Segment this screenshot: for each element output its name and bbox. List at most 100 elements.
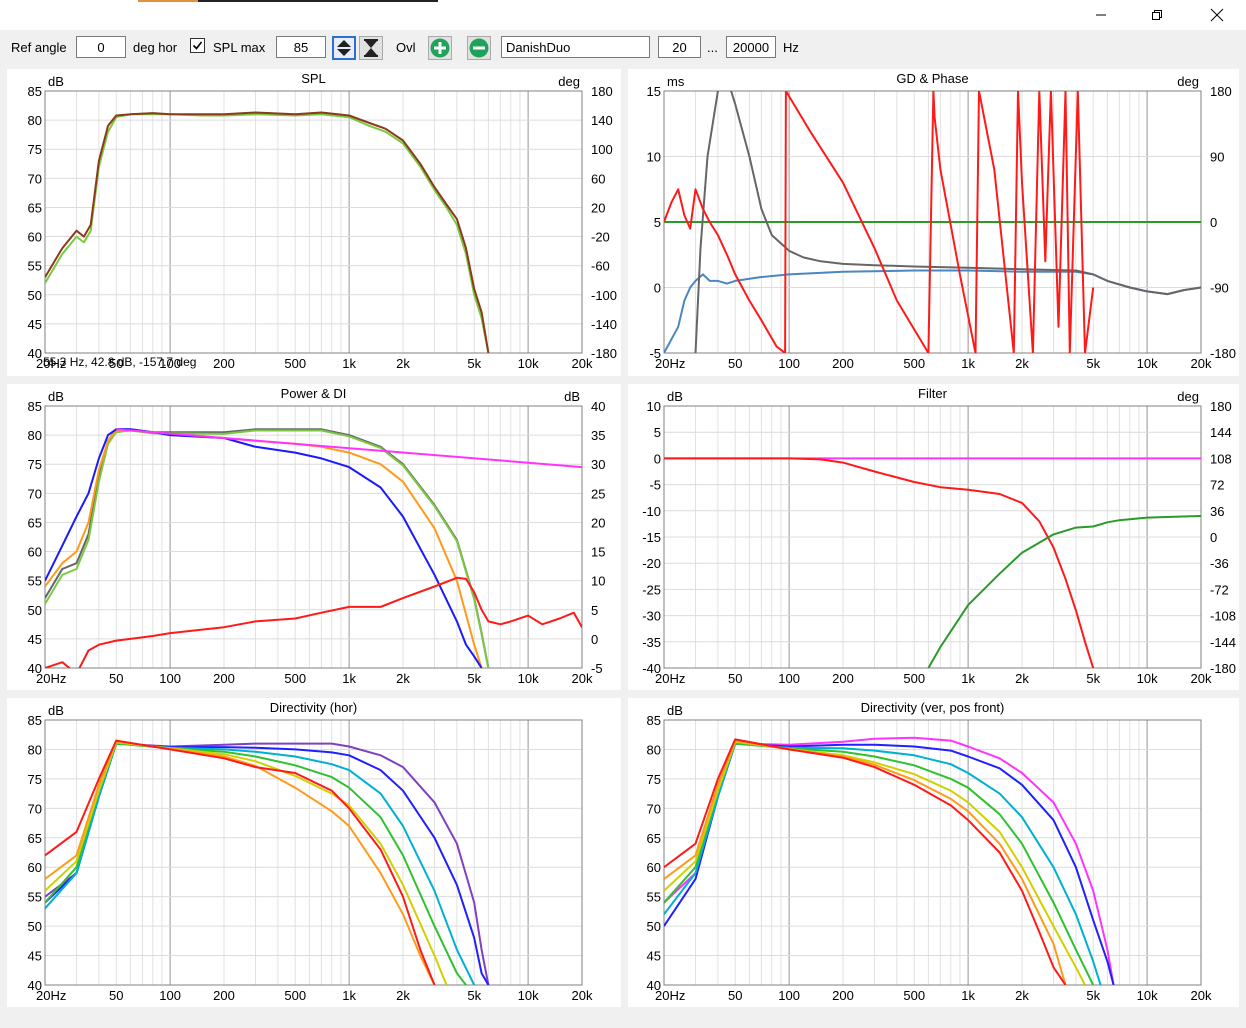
y-tick-label: 85 — [28, 84, 42, 99]
close-button[interactable] — [1194, 0, 1240, 30]
x-tick-label: 50 — [109, 671, 123, 686]
x-tick-label: 1k — [961, 671, 975, 686]
x-tick-label: 50 — [109, 356, 123, 371]
add-overlay-button[interactable] — [428, 36, 452, 60]
updown-arrow-icon — [337, 40, 351, 56]
minus-icon — [469, 38, 489, 58]
grid — [663, 405, 1202, 669]
series-line-1 — [45, 113, 490, 353]
y-right-tick-label: 0 — [1210, 215, 1217, 230]
x-tick-label: 2k — [1015, 356, 1029, 371]
restore-button[interactable] — [1134, 0, 1180, 30]
series-group — [664, 457, 1201, 668]
y-right-tick-label: 100 — [591, 142, 613, 157]
plot-frame — [663, 405, 1202, 669]
grid — [44, 719, 583, 986]
directivity-ver-chart[interactable]: Directivity (ver, pos front) dB 85 80 75 70 65… — [628, 698, 1239, 1007]
x-tick-label: 50 — [728, 356, 742, 371]
y-tick-label: -35 — [642, 635, 661, 650]
series-line-2 — [45, 429, 490, 668]
x-tick-label: 50 — [109, 988, 123, 1003]
remove-overlay-button[interactable] — [467, 36, 491, 60]
x-tick-label: 2k — [1015, 671, 1029, 686]
spl-max-label: SPL max — [213, 40, 266, 55]
y-tick-label: 15 — [647, 84, 661, 99]
directivity-ver-panel[interactable]: Directivity (ver, pos front) dB 85 80 75 70 65… — [628, 698, 1239, 1007]
x-tick-label: 20k — [572, 356, 593, 371]
preset-name-input[interactable] — [501, 36, 650, 58]
y-tick-label: 60 — [28, 230, 42, 245]
right-unit-label: deg — [558, 74, 580, 89]
y-right-tick-label: -36 — [1210, 556, 1229, 571]
x-tick-label: 20k — [1191, 988, 1212, 1003]
x-tick-label: 20Hz — [36, 671, 66, 686]
spl-panel[interactable]: SPL dB deg 85 80 75 70 65 60 55 50 45 40 180 140 100 60 2… — [7, 69, 621, 376]
series-line-3 — [664, 742, 1102, 985]
x-tick-label: 20Hz — [655, 356, 685, 371]
right-unit-label: dB — [564, 389, 580, 404]
check-icon — [192, 41, 203, 50]
y-right-tick-label: 144 — [1210, 425, 1232, 440]
freq-max-input[interactable] — [726, 36, 776, 58]
directivity-hor-panel[interactable]: Directivity (hor) dB 85 80 75 70 65 60 55 50 45 40 2… — [7, 698, 621, 1007]
x-tick-label: 20Hz — [655, 988, 685, 1003]
spl-max-checkbox[interactable] — [190, 38, 205, 53]
minimize-icon — [1096, 14, 1106, 16]
y-tick-label: 75 — [28, 457, 42, 472]
sort-updown-button[interactable] — [332, 36, 356, 60]
y-right-tick-label: 15 — [591, 545, 605, 560]
chart-title: GD & Phase — [896, 71, 968, 86]
restore-icon — [1152, 10, 1162, 20]
series-line-2 — [45, 111, 490, 353]
x-tick-label: 5k — [1086, 356, 1100, 371]
plot-frame — [44, 719, 583, 986]
y-tick-label: 45 — [28, 317, 42, 332]
filter-panel[interactable]: Filter dB deg 10 5 0 -5 -10 -15 -20 -25 -30 -35 -40 18… — [628, 384, 1239, 690]
y-tick-label: 75 — [28, 772, 42, 787]
y-right-tick-label: -20 — [591, 230, 610, 245]
y-right-tick-label: 0 — [1210, 530, 1217, 545]
plus-icon — [430, 38, 450, 58]
y-right-tick-label: 20 — [591, 515, 605, 530]
x-tick-label: 500 — [903, 988, 925, 1003]
x-tick-label: 500 — [903, 356, 925, 371]
x-tick-label: 10k — [1137, 356, 1158, 371]
y-tick-label: 50 — [28, 603, 42, 618]
x-tick-label: 100 — [159, 356, 181, 371]
y-tick-label: 70 — [647, 801, 661, 816]
y-tick-label: 80 — [28, 113, 42, 128]
y-right-tick-label: 72 — [1210, 478, 1224, 493]
x-tick-label: 100 — [778, 671, 800, 686]
spl-max-input[interactable] — [276, 36, 326, 58]
x-tick-label: 100 — [778, 356, 800, 371]
series-line-2 — [664, 269, 1201, 353]
directivity-hor-chart[interactable]: Directivity (hor)dB858075706560555045402… — [7, 698, 621, 1007]
freq-min-input[interactable] — [658, 36, 701, 58]
x-tick-label: 500 — [903, 671, 925, 686]
x-tick-label: 10k — [1137, 988, 1158, 1003]
y-tick-label: 0 — [654, 281, 661, 296]
minimize-button[interactable] — [1078, 0, 1124, 30]
y-tick-label: 75 — [647, 772, 661, 787]
ref-angle-input[interactable] — [76, 36, 126, 58]
y-right-tick-label: 30 — [591, 457, 605, 472]
power-di-panel[interactable]: Power & DI dB dB 85 80 75 70 65 60 55 50 45 40 40 35 30… — [7, 384, 621, 690]
spl-chart[interactable]: SPL dB deg 85 80 75 70 65 60 55 50 45 40 180 140 100 60 2… — [7, 69, 621, 376]
x-tick-label: 10k — [1137, 671, 1158, 686]
gd-phase-panel[interactable]: GD & Phase ms deg 15 10 5 0 -5 180 90 0 -90 -180 20Hz… — [628, 69, 1239, 376]
y-tick-label: 45 — [647, 949, 661, 964]
series-group — [45, 428, 582, 668]
x-tick-label: 500 — [284, 671, 306, 686]
y-tick-label: 45 — [28, 632, 42, 647]
y-tick-label: 40 — [28, 346, 42, 361]
chart-title: Directivity (ver, pos front) — [861, 700, 1005, 715]
x-tick-label: 500 — [284, 356, 306, 371]
hourglass-button[interactable] — [359, 36, 383, 60]
y-right-tick-label: -108 — [1210, 609, 1236, 624]
y-tick-label: 75 — [28, 142, 42, 157]
x-tick-label: 5k — [467, 988, 481, 1003]
x-tick-label: 10k — [518, 988, 539, 1003]
